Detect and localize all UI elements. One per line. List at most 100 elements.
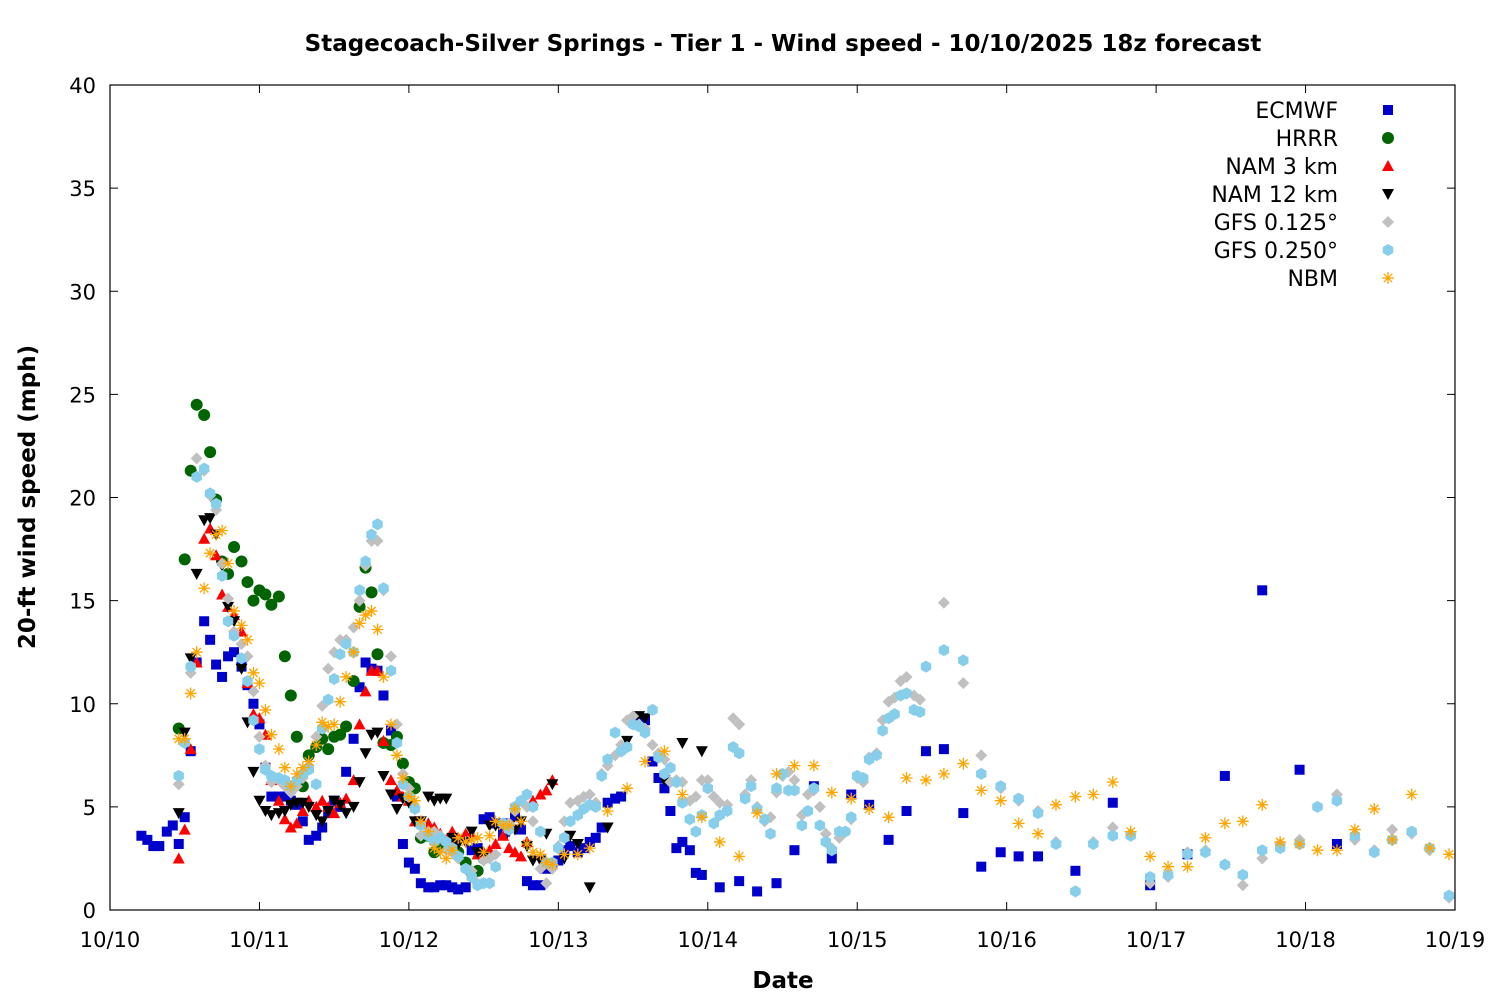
data-point bbox=[447, 882, 458, 893]
data-point bbox=[235, 637, 248, 650]
data-point bbox=[210, 497, 222, 510]
data-point bbox=[1107, 797, 1118, 808]
data-point bbox=[871, 749, 882, 762]
data-point bbox=[889, 708, 900, 721]
data-point bbox=[216, 524, 229, 537]
y-tick-label: 30 bbox=[69, 280, 96, 304]
data-point bbox=[248, 698, 259, 709]
data-point bbox=[403, 857, 414, 868]
data-point bbox=[1124, 825, 1137, 838]
data-point bbox=[788, 774, 801, 787]
data-point bbox=[708, 817, 719, 830]
data-point bbox=[1033, 851, 1044, 862]
data-point bbox=[863, 802, 876, 815]
data-point bbox=[1256, 798, 1269, 811]
data-point bbox=[377, 770, 390, 782]
data-point bbox=[1236, 815, 1249, 828]
y-tick-label: 25 bbox=[69, 383, 96, 407]
data-point bbox=[1013, 851, 1024, 862]
data-point bbox=[477, 846, 490, 859]
data-point bbox=[610, 793, 621, 804]
data-point bbox=[520, 838, 533, 850]
data-point bbox=[590, 832, 601, 843]
data-point bbox=[733, 850, 746, 863]
x-tick-label: 10/17 bbox=[1126, 928, 1187, 952]
data-point bbox=[235, 619, 248, 632]
data-point bbox=[205, 634, 216, 645]
data-point bbox=[253, 795, 266, 807]
data-point bbox=[820, 835, 831, 848]
data-point bbox=[310, 810, 323, 822]
data-point bbox=[621, 741, 633, 754]
data-point bbox=[994, 794, 1007, 807]
data-point bbox=[353, 594, 366, 607]
data-point bbox=[390, 749, 403, 762]
data-point bbox=[365, 604, 378, 617]
data-point bbox=[347, 801, 360, 813]
data-point bbox=[1012, 817, 1025, 830]
data-point bbox=[210, 549, 223, 561]
data-point bbox=[647, 703, 658, 716]
data-point bbox=[490, 860, 501, 873]
y-tick-label: 0 bbox=[83, 899, 96, 923]
legend-marker bbox=[1382, 216, 1394, 228]
data-point bbox=[534, 848, 547, 861]
data-point bbox=[460, 862, 471, 875]
data-point bbox=[334, 695, 347, 708]
data-point bbox=[409, 802, 421, 815]
data-point bbox=[914, 706, 926, 718]
axis-ticks: 10/10 10/11 10/12 10/13 10/14 10/15 10/16 10/17… bbox=[69, 74, 1485, 952]
data-point bbox=[739, 792, 751, 805]
data-point bbox=[259, 806, 272, 817]
data-point bbox=[161, 826, 172, 837]
data-point bbox=[334, 799, 347, 811]
legend-label: NAM 3 km bbox=[1225, 155, 1338, 180]
data-point bbox=[583, 842, 596, 855]
data-point bbox=[535, 880, 546, 891]
data-point bbox=[204, 547, 217, 560]
x-axis-title: Date bbox=[752, 968, 813, 994]
data-point bbox=[590, 800, 601, 813]
data-point bbox=[428, 842, 441, 855]
data-point bbox=[311, 778, 322, 791]
data-point bbox=[807, 759, 820, 772]
series-gfs-0-125- bbox=[172, 452, 1456, 904]
data-point bbox=[690, 825, 701, 838]
data-point bbox=[172, 778, 185, 791]
data-point bbox=[900, 670, 913, 683]
data-point bbox=[429, 882, 440, 893]
data-point bbox=[695, 746, 708, 758]
data-point bbox=[1294, 764, 1305, 775]
data-point bbox=[460, 882, 471, 893]
data-point bbox=[347, 646, 360, 659]
data-point bbox=[396, 757, 409, 770]
data-point bbox=[676, 737, 689, 749]
data-point bbox=[558, 848, 571, 861]
data-point bbox=[621, 782, 634, 795]
data-point bbox=[173, 839, 184, 849]
data-point bbox=[222, 592, 235, 605]
data-point bbox=[584, 836, 595, 847]
data-points bbox=[136, 398, 1456, 904]
data-point bbox=[328, 807, 341, 819]
data-point bbox=[204, 513, 217, 525]
data-point bbox=[328, 718, 341, 731]
data-point bbox=[534, 788, 547, 800]
data-point bbox=[601, 822, 614, 834]
data-point bbox=[565, 815, 576, 828]
data-point bbox=[354, 584, 365, 597]
data-point bbox=[297, 816, 308, 827]
data-point bbox=[247, 594, 260, 607]
data-point bbox=[671, 776, 682, 789]
data-point bbox=[901, 806, 912, 816]
data-point bbox=[659, 783, 670, 794]
data-point bbox=[627, 710, 640, 723]
legend-label: GFS 0.125° bbox=[1214, 211, 1338, 236]
data-point bbox=[372, 518, 383, 531]
data-point bbox=[1219, 770, 1230, 781]
data-point bbox=[938, 644, 950, 657]
data-point bbox=[653, 773, 664, 783]
data-point bbox=[167, 820, 178, 831]
data-point bbox=[204, 487, 216, 500]
data-point bbox=[515, 824, 526, 835]
